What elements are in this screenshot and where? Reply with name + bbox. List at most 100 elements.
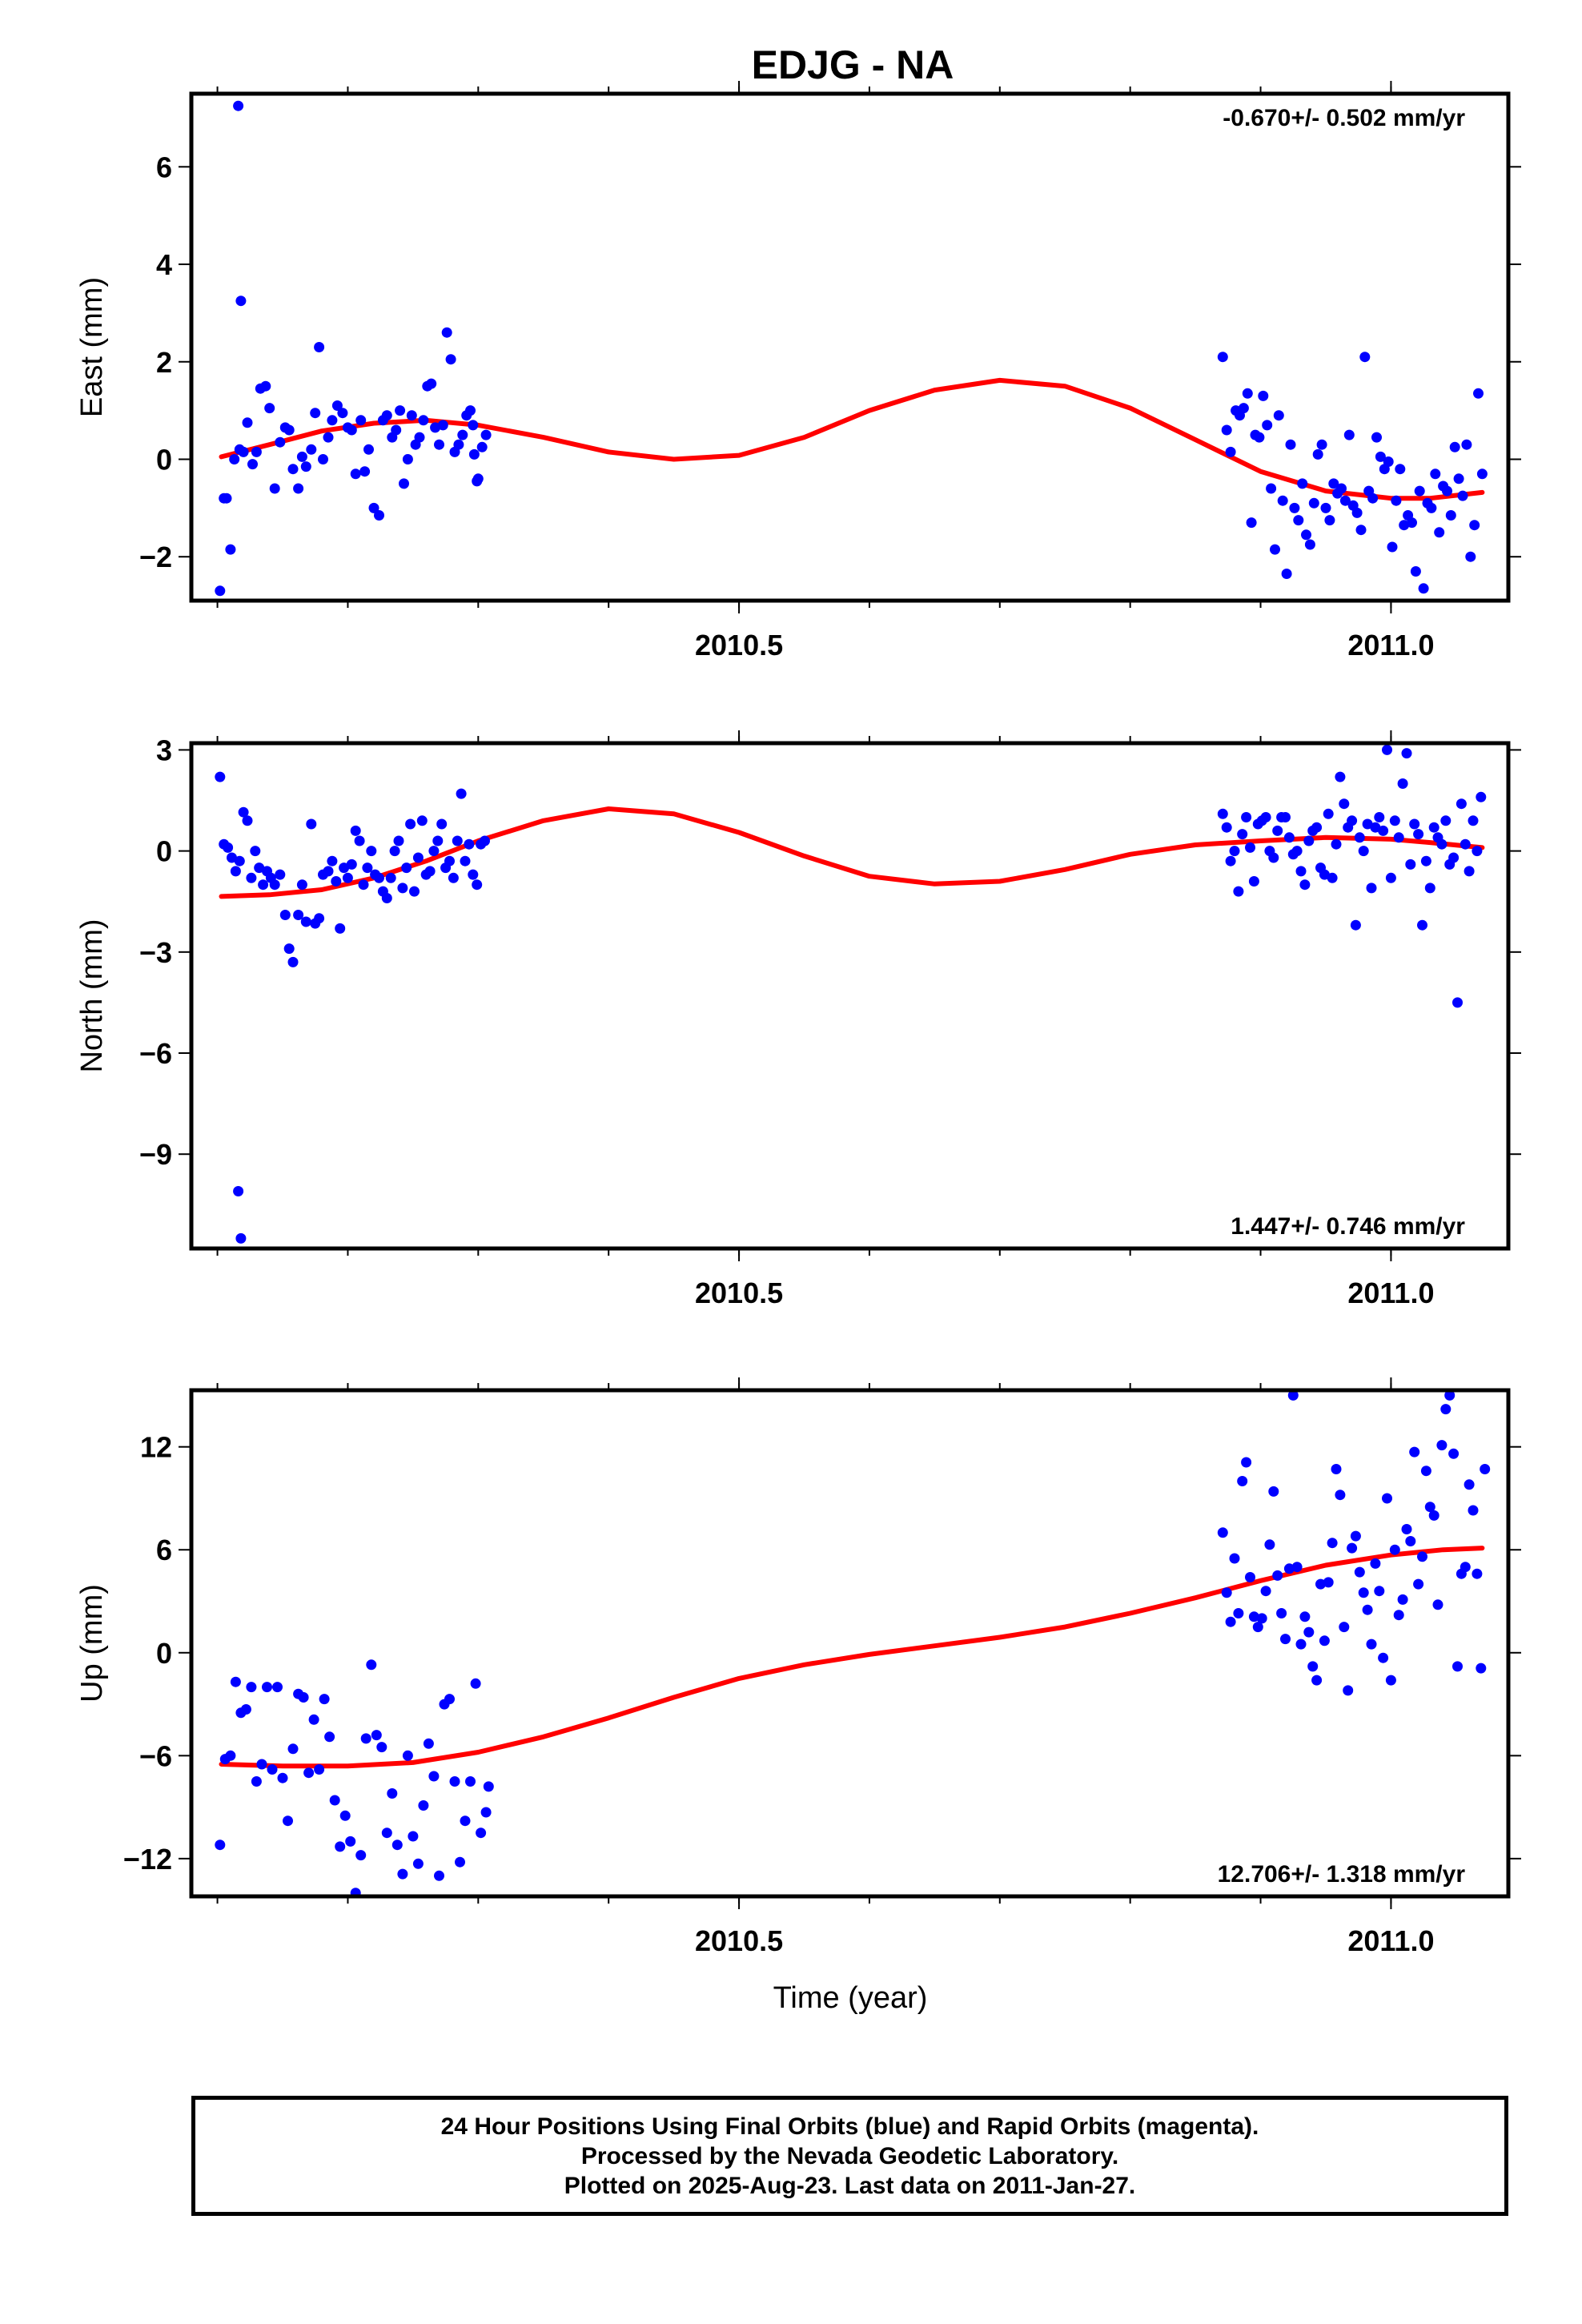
data-point — [1254, 432, 1265, 443]
data-point — [272, 1682, 283, 1693]
x-tick-label: 2011.0 — [1347, 629, 1434, 661]
data-point — [406, 410, 417, 421]
y-tick-label: −2 — [139, 541, 172, 573]
data-point — [1252, 1622, 1263, 1633]
data-point — [1217, 352, 1228, 363]
data-point — [269, 879, 280, 891]
data-point — [405, 818, 416, 830]
panel-north: 2010.5 2011.0 −9 −6 −3 0 3 North (mm) 1.447+/- 0… — [75, 730, 1521, 1309]
data-point — [1262, 420, 1273, 431]
data-point — [1436, 838, 1447, 850]
data-point — [1327, 872, 1338, 883]
data-point — [1383, 456, 1394, 467]
data-point — [412, 852, 424, 863]
data-point — [441, 327, 452, 338]
data-point — [308, 1714, 319, 1725]
data-point — [310, 408, 321, 419]
data-point — [1420, 1466, 1431, 1477]
data-point — [293, 910, 304, 920]
data-point — [1401, 748, 1412, 759]
data-point — [319, 1694, 330, 1705]
data-point — [480, 429, 492, 440]
data-point — [1405, 858, 1416, 870]
data-point — [234, 855, 245, 866]
panel-up: 2010.5 2011.0 −12 −6 0 6 12 Up (mm) 12.706+/- 1.… — [75, 1377, 1521, 1957]
data-point — [1238, 403, 1249, 414]
data-point — [371, 1730, 382, 1741]
data-point — [1295, 866, 1307, 877]
data-point — [445, 354, 456, 365]
data-point — [1289, 502, 1300, 513]
data-point — [1260, 812, 1271, 822]
footer-line-processor: Processed by the Nevada Geodetic Laborat… — [580, 2142, 1119, 2169]
data-point — [1303, 835, 1315, 846]
data-point — [1397, 778, 1408, 789]
data-point — [1316, 439, 1327, 450]
data-point — [1399, 520, 1410, 531]
data-point — [1355, 525, 1367, 536]
data-point — [1366, 1638, 1377, 1650]
data-point — [1264, 1539, 1275, 1550]
data-point — [1464, 866, 1475, 877]
data-point — [229, 454, 240, 464]
data-point — [1389, 1544, 1400, 1555]
data-point — [1432, 1599, 1443, 1610]
data-point — [1468, 1505, 1479, 1516]
data-point — [374, 872, 384, 883]
data-point — [1245, 842, 1255, 853]
data-point — [1260, 1586, 1271, 1597]
data-point — [1350, 919, 1361, 931]
data-point — [468, 869, 479, 880]
data-point — [418, 415, 429, 426]
data-point — [303, 1767, 315, 1779]
data-point — [1362, 818, 1373, 830]
data-point — [1362, 1604, 1373, 1615]
data-point — [1319, 869, 1330, 880]
data-point — [287, 464, 299, 475]
data-point — [1311, 822, 1323, 833]
data-point — [1374, 1586, 1385, 1597]
data-point — [1473, 388, 1484, 399]
data-point — [470, 1678, 481, 1689]
data-point — [1434, 527, 1445, 538]
data-point — [1460, 1562, 1471, 1573]
data-point — [1436, 1440, 1447, 1451]
data-point — [393, 835, 404, 846]
data-point — [331, 400, 343, 411]
data-point — [436, 818, 448, 830]
data-point — [1442, 485, 1452, 497]
data-point — [1401, 1524, 1412, 1534]
data-point — [414, 432, 425, 443]
data-point — [409, 886, 420, 897]
data-point — [1307, 1661, 1319, 1672]
y-tick-label: 0 — [156, 443, 172, 476]
data-point — [1277, 495, 1288, 506]
data-point — [362, 862, 373, 874]
data-point — [251, 446, 262, 457]
data-point — [1323, 808, 1334, 819]
data-point — [1393, 832, 1404, 843]
rate-label-up: 12.706+/- 1.318 mm/yr — [1218, 1861, 1466, 1888]
data-point — [453, 439, 464, 450]
data-point — [1460, 838, 1471, 850]
x-tick-label: 2010.5 — [695, 1924, 783, 1957]
data-point — [1225, 446, 1236, 457]
frame-north — [189, 741, 1511, 1251]
data-point — [355, 1850, 367, 1861]
data-point — [238, 806, 249, 818]
y-tick-label: −9 — [139, 1138, 172, 1171]
data-point — [418, 1800, 429, 1811]
data-point — [366, 846, 377, 857]
data-point — [1424, 883, 1435, 894]
frame-east — [189, 91, 1511, 603]
data-point — [1448, 852, 1460, 863]
x-tick-label: 2010.5 — [695, 1277, 783, 1309]
data-point — [1237, 829, 1248, 840]
data-point — [1221, 822, 1232, 833]
data-point — [366, 1659, 377, 1671]
data-point — [1339, 798, 1350, 810]
data-point — [460, 855, 471, 866]
data-point — [287, 1743, 299, 1755]
data-point — [472, 879, 483, 891]
